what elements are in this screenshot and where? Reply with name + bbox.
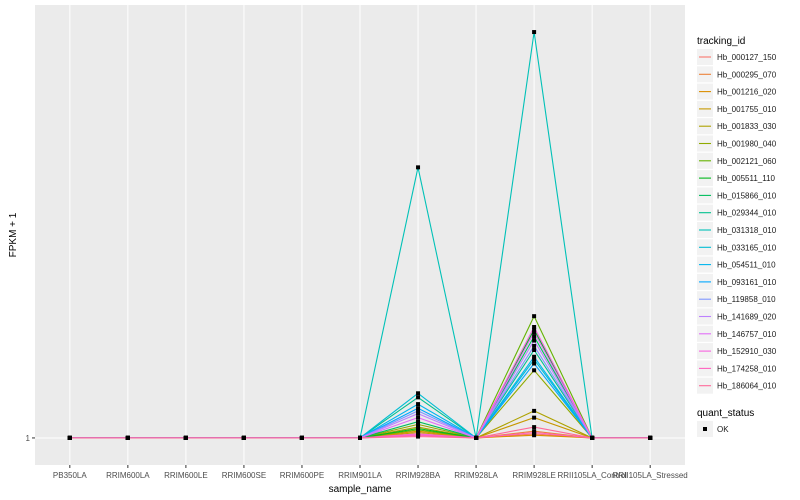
data-point [532, 368, 537, 373]
data-point [416, 415, 421, 420]
data-point [416, 422, 421, 427]
data-point [532, 361, 537, 366]
data-point [416, 406, 421, 411]
x-tick-label: RRII105LA_Stressed [613, 471, 688, 480]
data-point [532, 338, 537, 343]
data-point [532, 334, 537, 339]
data-point [532, 327, 537, 332]
data-point [416, 165, 421, 170]
legend-label: Hb_174258_010 [717, 364, 777, 373]
legend-label: Hb_152910_030 [717, 347, 777, 356]
x-tick-label: RRIM928LE [512, 471, 556, 480]
legend-label: Hb_001833_030 [717, 122, 777, 131]
data-point [416, 408, 421, 413]
data-point [67, 435, 72, 440]
legend-label: Hb_033165_010 [717, 243, 777, 252]
data-point [532, 343, 537, 348]
data-point [532, 314, 537, 319]
legend-label: Hb_001216_020 [717, 88, 777, 97]
x-tick-label: RRII105LA_Control [557, 471, 627, 480]
data-point [532, 408, 537, 413]
data-point [416, 402, 421, 407]
legend-label: Hb_000127_150 [717, 53, 777, 62]
legend-label: Hb_029344_010 [717, 209, 777, 218]
data-point [532, 330, 537, 335]
legend-label: Hb_186064_010 [717, 382, 777, 391]
data-point [416, 434, 421, 439]
data-point [532, 430, 537, 435]
legend-label: Hb_031318_010 [717, 226, 777, 235]
grid [35, 5, 685, 465]
legend: tracking_id Hb_000127_150Hb_000295_070Hb… [697, 36, 777, 437]
data-point [532, 425, 537, 430]
data-point [358, 435, 362, 440]
x-tick-label: RRIM600LA [106, 471, 150, 480]
data-point [416, 411, 421, 416]
legend-label: Hb_054511_010 [717, 261, 776, 270]
y-axis-title: FPKM + 1 [8, 212, 19, 257]
legend-label: Hb_146757_010 [717, 330, 777, 339]
legend-items: Hb_000127_150 Hb_000295_070 Hb_001216_020 H… [697, 49, 777, 394]
data-point [532, 325, 537, 329]
data-point [416, 426, 421, 431]
legend-label: Hb_141689_020 [717, 313, 777, 322]
data-point [241, 435, 246, 440]
data-point [532, 357, 537, 362]
x-tick-label: RRIM928BA [396, 471, 441, 480]
x-tick-label: RRIM600LE [164, 471, 208, 480]
shape-legend-key-point [703, 427, 707, 431]
data-points [67, 30, 653, 440]
x-tick-label: RRIM901LA [338, 471, 382, 480]
legend-label: Hb_119858_010 [717, 295, 776, 304]
legend-label: Hb_001980_040 [717, 140, 777, 149]
data-point [299, 435, 304, 440]
data-point [416, 395, 421, 400]
data-point [416, 391, 421, 396]
legend-label: Hb_015866_010 [717, 191, 777, 200]
legend-label: Hb_093161_010 [717, 278, 777, 287]
y-tick-label: 1 [26, 434, 31, 443]
data-point [532, 433, 537, 438]
shape-legend-title: quant_status [697, 408, 754, 419]
shape-legend-label: OK [717, 425, 729, 434]
x-tick-label: RRIM600SE [222, 471, 266, 480]
legend-label: Hb_002121_060 [717, 157, 777, 166]
x-tick-label: RRIM928LA [454, 471, 498, 480]
y-axis: 1 [26, 434, 35, 443]
data-point [183, 435, 188, 440]
x-tick-label: RRIM600PE [280, 471, 324, 480]
legend-title: tracking_id [697, 36, 745, 47]
x-axis-title: sample_name [329, 484, 392, 495]
data-point [590, 435, 595, 440]
data-point [532, 30, 537, 35]
data-point [474, 435, 479, 440]
data-point [532, 415, 537, 420]
data-point [532, 354, 537, 359]
x-tick-label: PB350LA [53, 471, 87, 480]
legend-label: Hb_000295_070 [717, 70, 777, 79]
data-point [125, 435, 130, 440]
data-point [648, 435, 653, 440]
data-point [532, 348, 537, 352]
legend-label: Hb_001755_010 [717, 105, 777, 114]
legend-label: Hb_005511_110 [717, 174, 776, 183]
x-axis: PB350LA RRIM600LA RRIM600LE RRIM600SE RRIM60… [53, 465, 688, 480]
data-point [416, 419, 421, 424]
